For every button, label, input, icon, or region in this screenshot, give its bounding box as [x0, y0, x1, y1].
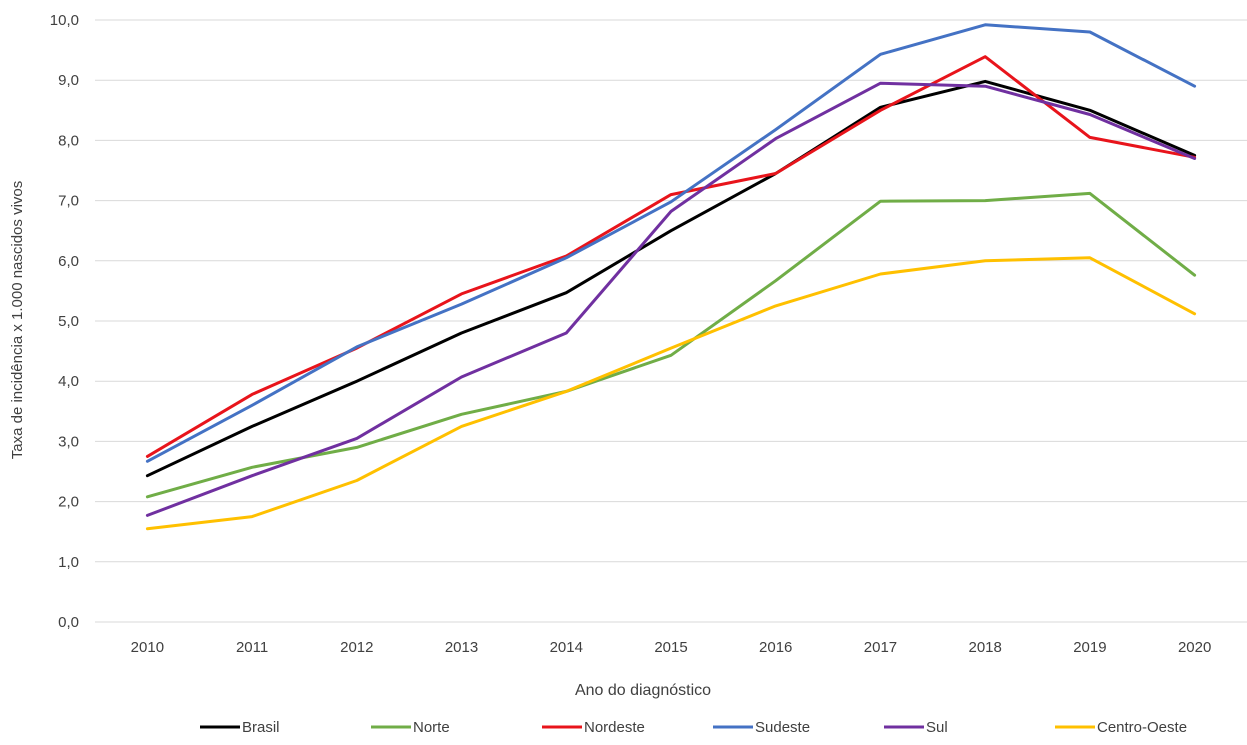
y-tick-label: 9,0: [58, 72, 79, 89]
legend-item-centro-oeste: Centro-Oeste: [1055, 719, 1187, 736]
x-tick-label: 2011: [236, 639, 268, 656]
series-line-norte: [145, 191, 1197, 499]
y-axis-tick-labels: 0,0 1,0 2,0 3,0 4,0 5,0 6,0 7,0 8,0 9,0 10,0: [50, 12, 79, 631]
legend-item-brasil: Brasil: [200, 719, 280, 736]
y-tick-label: 10,0: [50, 12, 79, 29]
x-tick-label: 2015: [654, 639, 687, 656]
legend-label: Brasil: [242, 719, 280, 736]
series-line-sudeste: [145, 23, 1197, 463]
y-axis-title: Taxa de incidência x 1.000 nascidos vivo…: [9, 181, 26, 460]
y-tick-label: 0,0: [58, 614, 79, 631]
y-tick-label: 2,0: [58, 494, 79, 511]
x-tick-label: 2018: [968, 639, 1001, 656]
y-tick-label: 5,0: [58, 313, 79, 330]
legend-item-nordeste: Nordeste: [542, 719, 645, 736]
x-tick-label: 2020: [1178, 639, 1211, 656]
y-tick-label: 6,0: [58, 253, 79, 270]
x-tick-label: 2017: [864, 639, 897, 656]
x-axis-title: Ano do diagnóstico: [575, 682, 711, 699]
x-tick-label: 2010: [131, 639, 164, 656]
gridlines: [95, 19, 1247, 623]
x-tick-label: 2014: [550, 639, 583, 656]
legend-label: Centro-Oeste: [1097, 719, 1187, 736]
legend-label: Sul: [926, 719, 948, 736]
legend-item-norte: Norte: [371, 719, 450, 736]
legend-label: Nordeste: [584, 719, 645, 736]
legend-label: Norte: [413, 719, 450, 736]
legend: Brasil Norte Nordeste Sudeste Sul Centro-Oest…: [200, 719, 1187, 736]
y-tick-label: 7,0: [58, 193, 79, 210]
legend-item-sul: Sul: [884, 719, 948, 736]
x-tick-label: 2012: [340, 639, 373, 656]
y-tick-label: 4,0: [58, 373, 79, 390]
y-tick-label: 3,0: [58, 433, 79, 450]
x-tick-label: 2016: [759, 639, 792, 656]
legend-label: Sudeste: [755, 719, 810, 736]
y-tick-label: 1,0: [58, 554, 79, 571]
series-line-brasil: [145, 79, 1197, 478]
x-tick-label: 2019: [1073, 639, 1106, 656]
y-tick-label: 8,0: [58, 132, 79, 149]
series-lines: [145, 23, 1197, 531]
series-line-centro-oeste: [145, 256, 1197, 531]
x-tick-label: 2013: [445, 639, 478, 656]
series-line-nordeste: [145, 55, 1197, 458]
series-line-sul: [145, 81, 1197, 517]
x-axis-tick-labels: 2010 2011 2012 2013 2014 2015 2016 2017 2018 2019…: [131, 639, 1212, 656]
legend-item-sudeste: Sudeste: [713, 719, 810, 736]
